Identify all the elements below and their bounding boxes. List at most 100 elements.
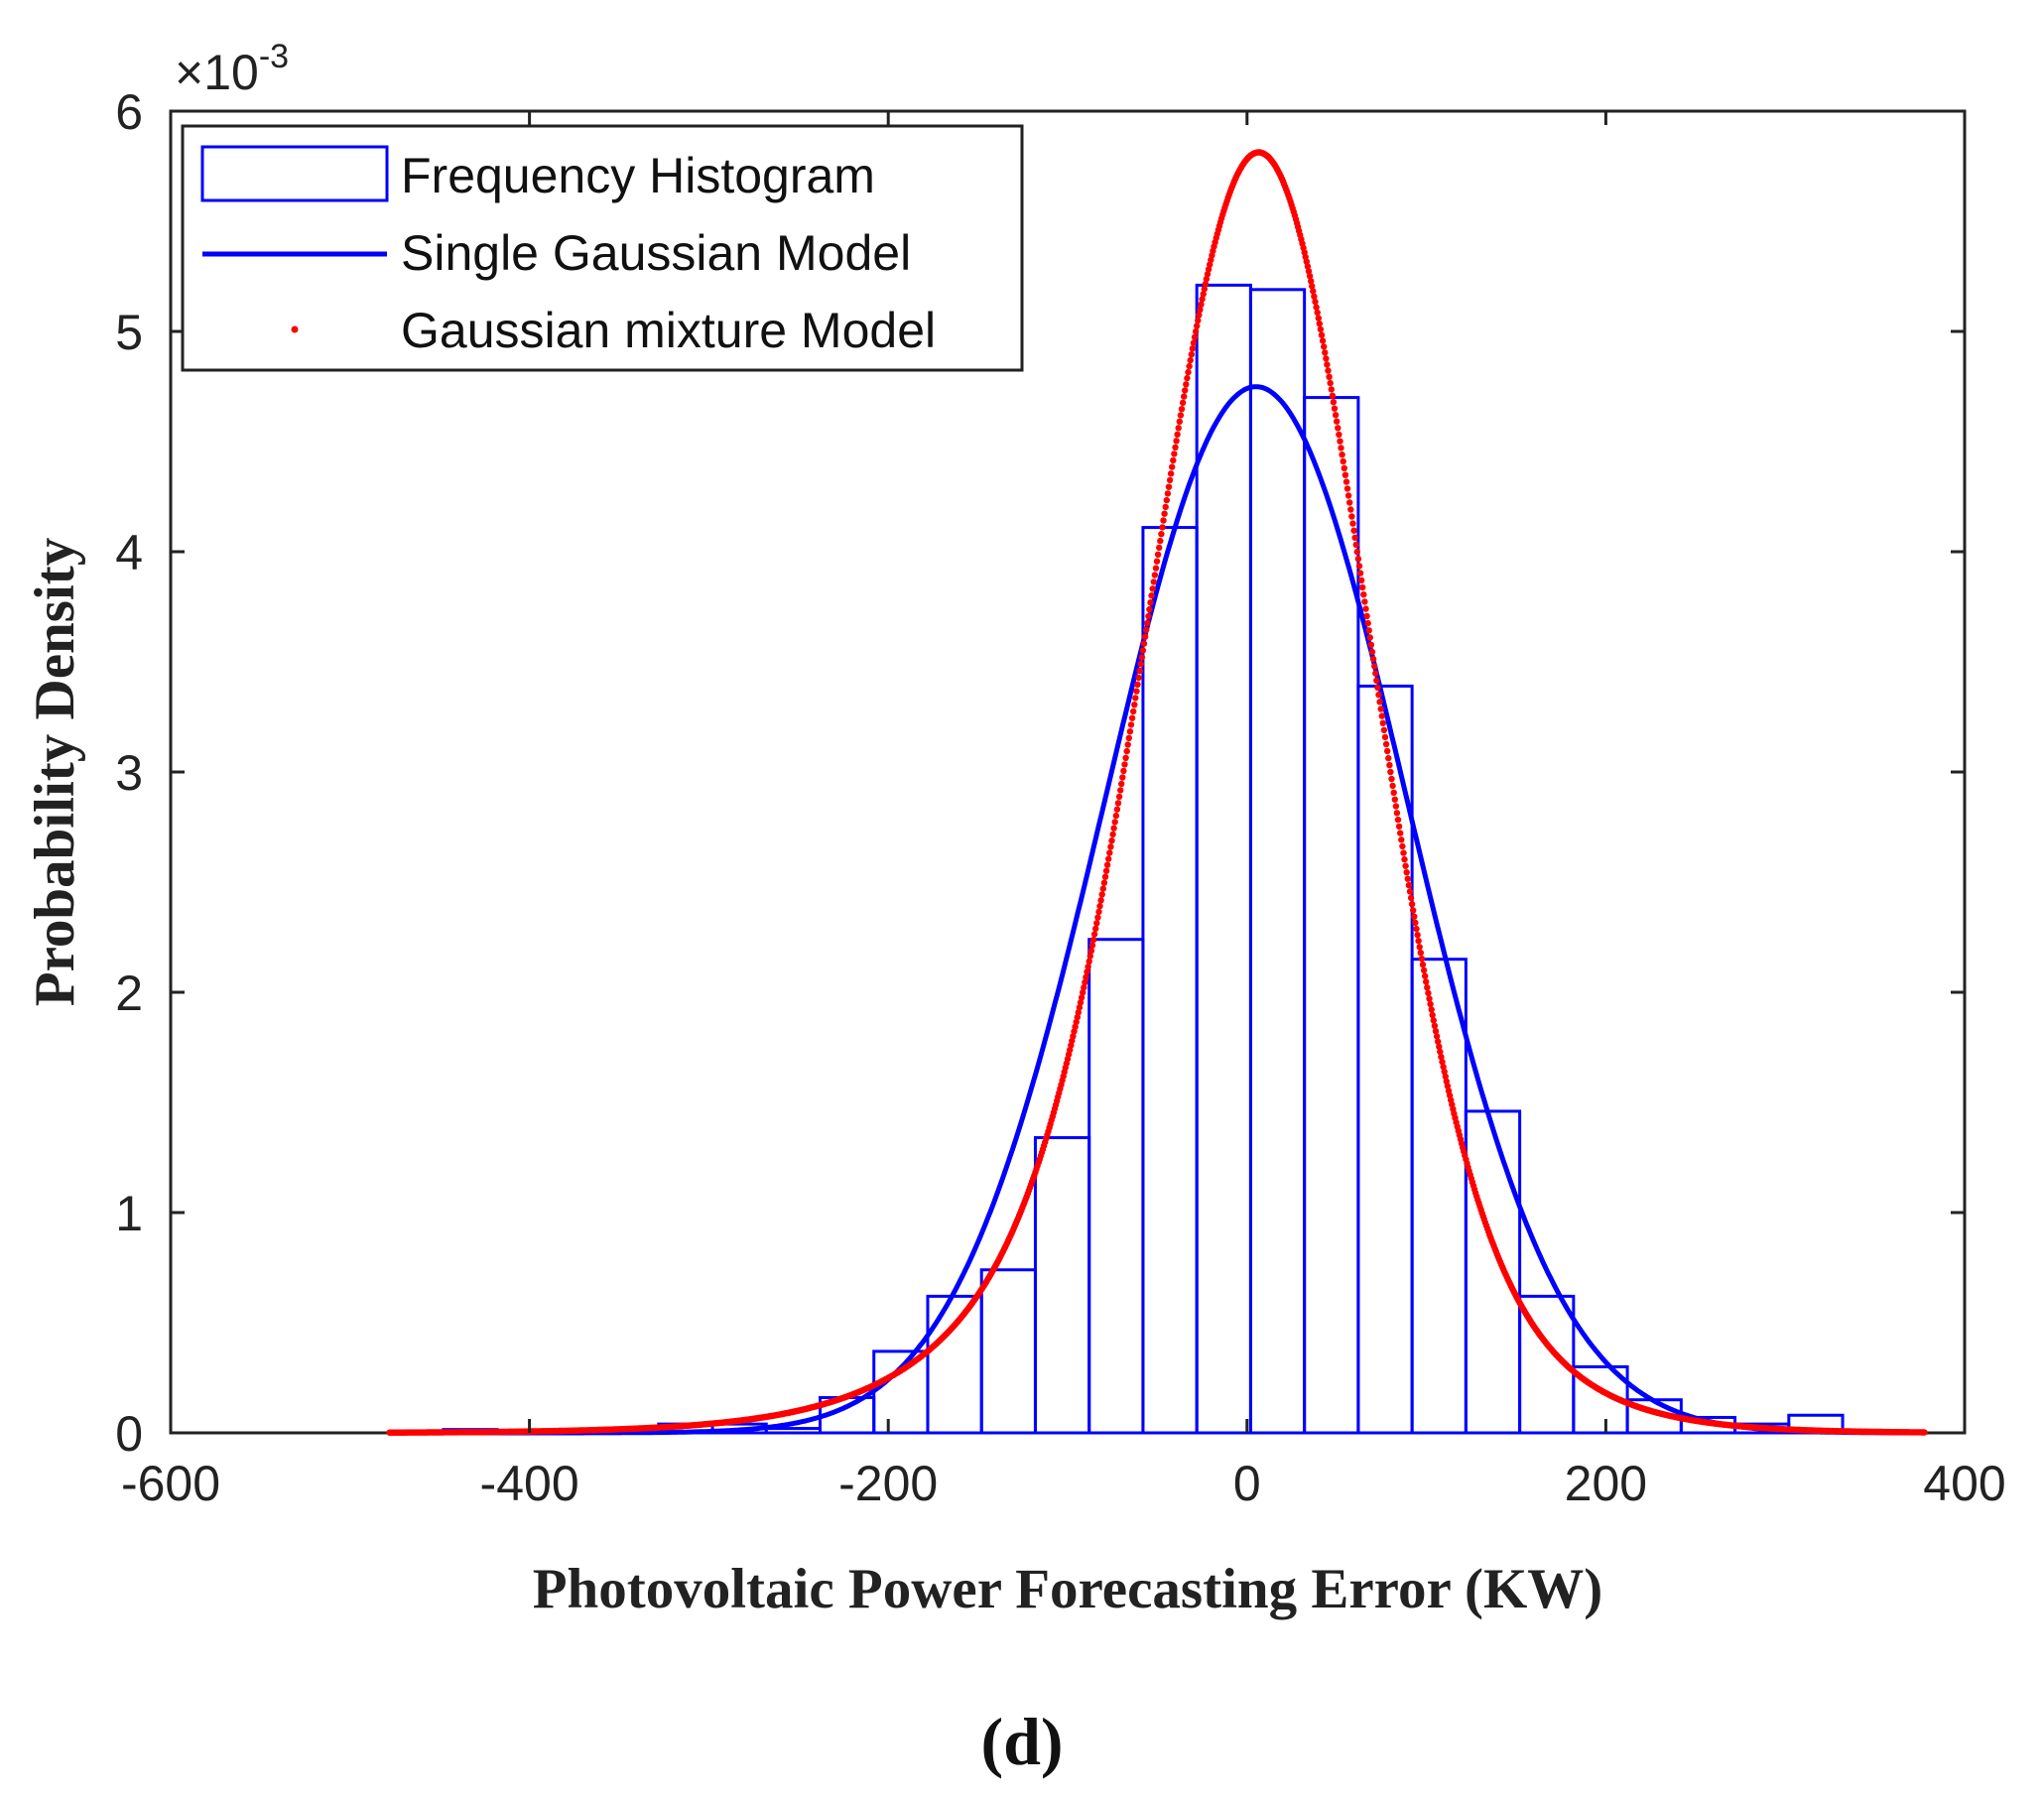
mixture-point [1356, 570, 1364, 577]
mixture-point [1096, 902, 1103, 910]
mixture-point [1143, 626, 1150, 633]
mixture-point [1339, 451, 1345, 458]
mixture-point [1114, 800, 1122, 807]
mixture-point [1398, 836, 1405, 843]
mixture-point [1371, 663, 1378, 670]
legend-single-gaussian-label: Single Gaussian Model [401, 225, 911, 281]
y-tick-label: 5 [115, 305, 143, 360]
mixture-point [1078, 994, 1086, 1001]
mixture-point [1408, 901, 1416, 908]
mixture-point [1400, 849, 1407, 856]
mixture-point [1182, 387, 1189, 394]
mixture-point [1326, 373, 1333, 380]
mixture-point [1395, 823, 1403, 831]
mixture-point [1095, 908, 1102, 916]
mixture-point [1385, 754, 1392, 762]
mixture-point [1324, 361, 1331, 368]
mixture-point [1404, 875, 1412, 882]
mixture-point [1336, 431, 1342, 439]
mixture-point [1405, 881, 1413, 889]
mixture-point [1138, 654, 1146, 661]
mixture-point [1436, 1043, 1443, 1051]
mixture-point [1303, 258, 1311, 265]
mixture-point [1086, 958, 1092, 965]
histogram-bar [1518, 1294, 1576, 1435]
mixture-point [1198, 301, 1205, 308]
mixture-point [1192, 327, 1200, 335]
histogram-bars [388, 283, 1927, 1435]
mixture-point [1149, 585, 1156, 592]
mixture-point [1384, 747, 1391, 755]
mixture-point [1315, 315, 1323, 321]
mixture-point [1173, 438, 1180, 445]
mixture-point [1135, 674, 1142, 682]
mixture-point [1126, 728, 1134, 735]
mixture-point [1328, 386, 1336, 393]
mixture-point [1164, 490, 1172, 497]
mixture-point [1205, 266, 1213, 273]
mixture-point [1327, 379, 1334, 387]
mixture-point [1132, 695, 1139, 702]
mixture-point [1392, 803, 1400, 810]
mixture-point [1100, 879, 1108, 886]
mixture-point [1335, 425, 1341, 432]
mixture-point [1417, 950, 1425, 957]
mixture-point [1087, 947, 1095, 955]
mixture-point [1423, 978, 1430, 985]
histogram-bar [1464, 1109, 1522, 1435]
x-tick-label: 400 [1923, 1456, 2005, 1511]
mixture-point [1338, 445, 1344, 451]
x-tick-label: 200 [1565, 1456, 1647, 1511]
mixture-point [1347, 506, 1354, 513]
mixture-point [1133, 688, 1140, 695]
mixture-point [1437, 1048, 1444, 1056]
mixture-point [1358, 577, 1365, 583]
mixture-point [1121, 761, 1128, 768]
mixture-point [1070, 1033, 1077, 1040]
mixture-point [1344, 492, 1352, 499]
mixture-point [1166, 476, 1174, 484]
mixture-point [1380, 726, 1388, 733]
mixture-point [1102, 867, 1110, 874]
mixture-point [1146, 605, 1153, 613]
mixture-point [1148, 592, 1155, 599]
mixture-point [1163, 496, 1171, 504]
mixture-point [1391, 796, 1399, 803]
mixture-point [1108, 837, 1115, 844]
mixture-point [1170, 456, 1177, 464]
mixture-point [1125, 734, 1133, 741]
mixture-point [1081, 983, 1087, 991]
mixture-point [1375, 692, 1382, 699]
mixture-point [1154, 551, 1162, 558]
y-exponent-power: -3 [259, 38, 289, 75]
mixture-point [1411, 913, 1418, 920]
mixture-point [1128, 714, 1136, 721]
legend-mixture-label: Gaussian mixture Model [401, 303, 936, 358]
mixture-point [1072, 1023, 1079, 1031]
mixture-point [1367, 641, 1375, 648]
mixture-point [1390, 789, 1397, 796]
mixture-point [1077, 999, 1085, 1006]
y-axis-title: Probability Density [24, 538, 86, 1006]
mixture-point [1352, 541, 1359, 549]
mixture-point [1401, 855, 1408, 863]
mixture-point [1123, 747, 1130, 755]
mixture-point [1418, 956, 1426, 963]
mixture-point [1101, 873, 1109, 880]
mixture-point [1379, 719, 1387, 726]
mixture-point [1366, 634, 1374, 641]
mixture-point [1342, 478, 1350, 485]
mixture-point [1152, 565, 1160, 572]
mixture-point [1150, 579, 1158, 585]
gaussian-mixture-curve [386, 149, 1928, 1436]
mixture-point [1387, 768, 1394, 776]
mixture-point [1177, 412, 1185, 419]
mixture-point [1361, 598, 1368, 605]
mixture-point [1175, 425, 1182, 432]
mixture-point [1412, 919, 1419, 927]
mixture-point [1118, 780, 1125, 788]
mixture-point [1115, 793, 1123, 801]
mixture-point [1136, 667, 1143, 675]
mixture-point [1413, 925, 1420, 933]
